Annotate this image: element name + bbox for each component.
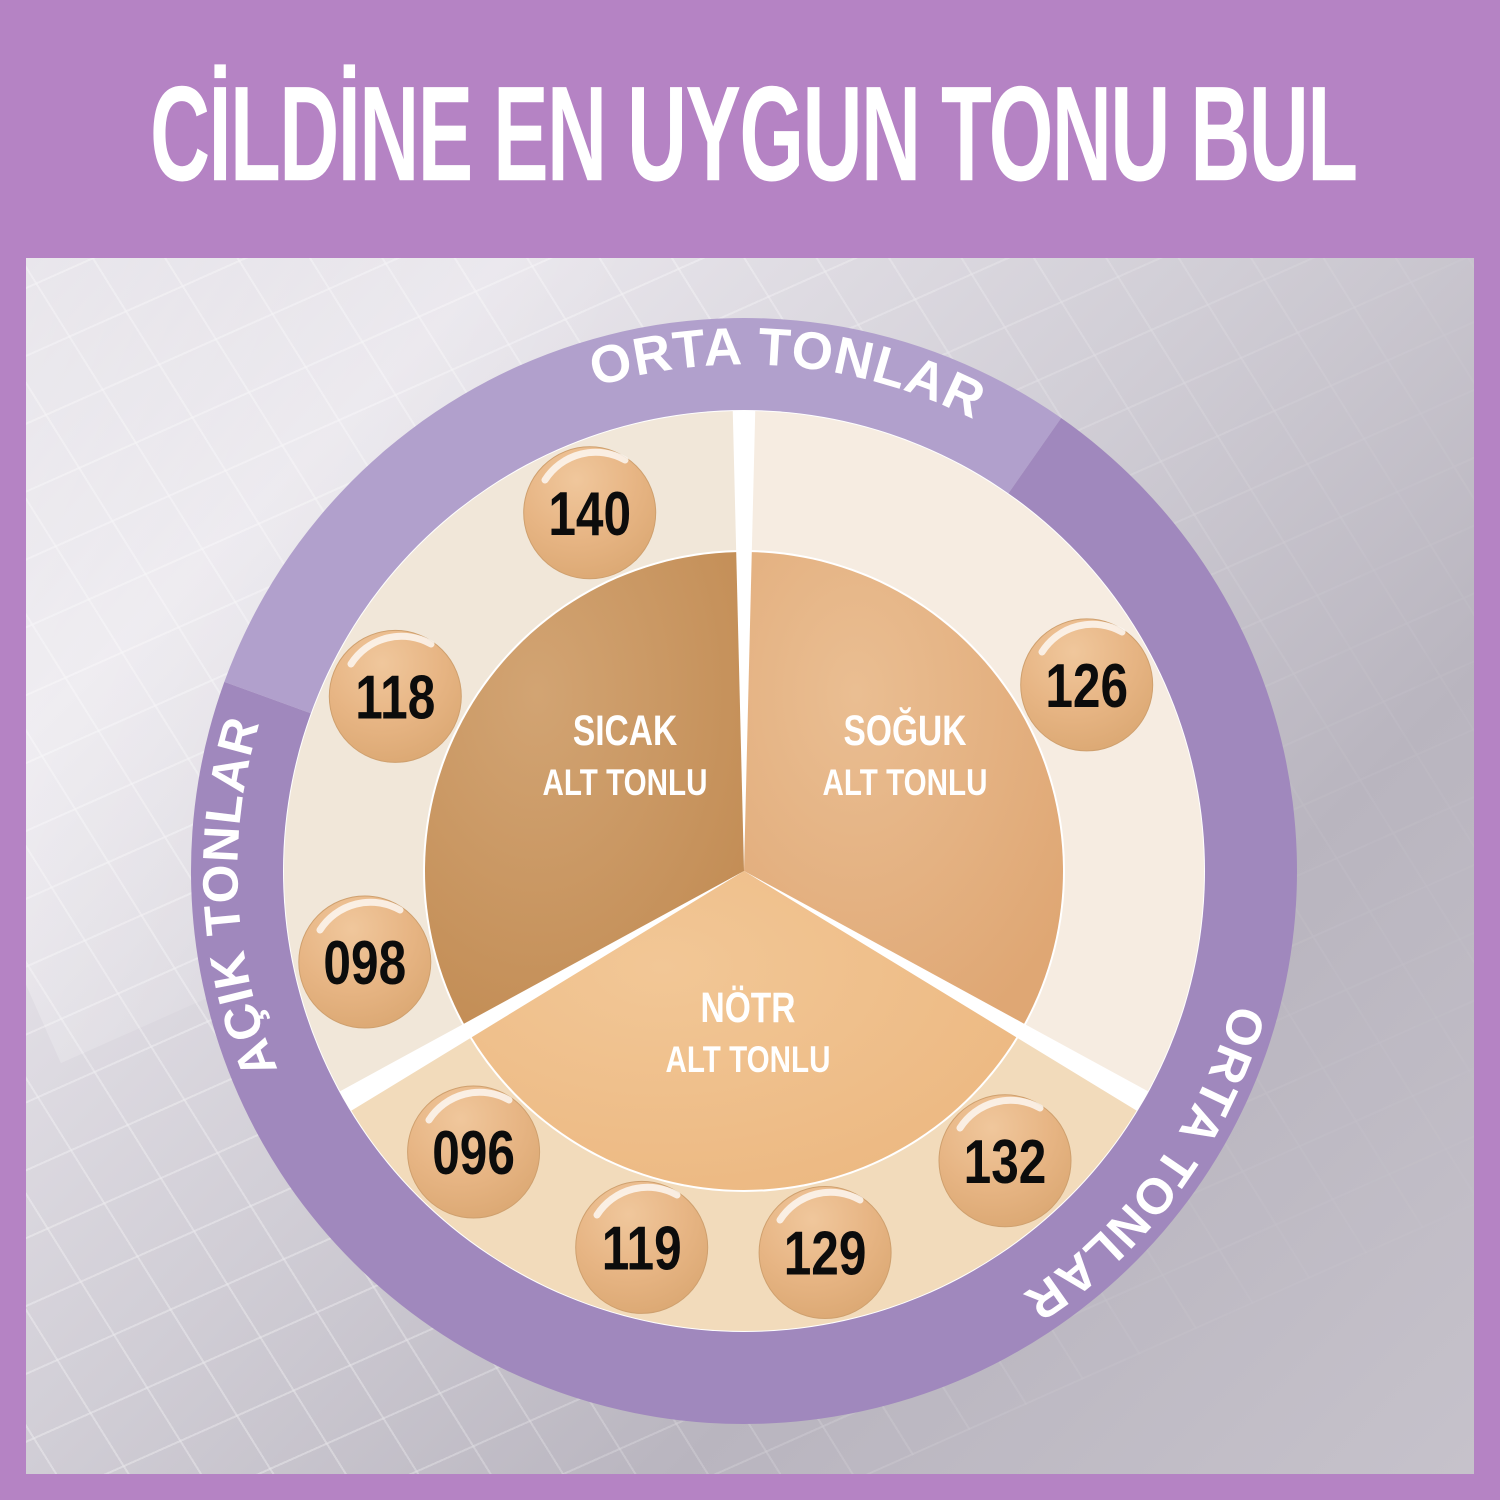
svg-text:098: 098 xyxy=(323,928,406,998)
svg-text:119: 119 xyxy=(602,1213,682,1283)
svg-text:SICAK: SICAK xyxy=(573,707,677,755)
svg-text:ALT TONLU: ALT TONLU xyxy=(823,763,988,804)
svg-text:NÖTR: NÖTR xyxy=(701,984,796,1032)
svg-text:118: 118 xyxy=(355,662,435,732)
svg-text:129: 129 xyxy=(784,1218,867,1288)
svg-text:140: 140 xyxy=(548,478,631,548)
svg-text:126: 126 xyxy=(1045,651,1128,721)
svg-text:096: 096 xyxy=(432,1118,515,1188)
svg-text:SOĞUK: SOĞUK xyxy=(844,706,967,755)
svg-text:132: 132 xyxy=(964,1126,1047,1196)
svg-text:ALT TONLU: ALT TONLU xyxy=(543,763,708,804)
svg-text:ALT TONLU: ALT TONLU xyxy=(666,1040,831,1081)
